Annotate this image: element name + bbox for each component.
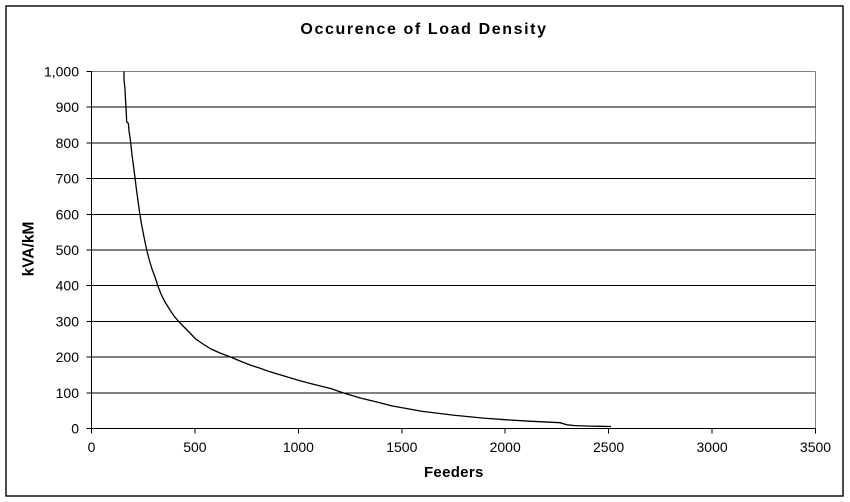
svg-text:1500: 1500 <box>386 439 417 455</box>
svg-text:600: 600 <box>56 206 80 222</box>
svg-text:300: 300 <box>56 313 80 329</box>
svg-text:500: 500 <box>56 242 80 258</box>
svg-text:1,000: 1,000 <box>44 64 79 80</box>
svg-text:3500: 3500 <box>800 439 831 455</box>
svg-text:kVA/kM: kVA/kM <box>21 222 38 277</box>
svg-text:700: 700 <box>56 171 80 187</box>
svg-text:100: 100 <box>56 385 80 401</box>
svg-text:Feeders: Feeders <box>424 464 484 481</box>
svg-text:0: 0 <box>88 439 96 455</box>
svg-text:200: 200 <box>56 349 80 365</box>
svg-text:500: 500 <box>183 439 207 455</box>
svg-text:3000: 3000 <box>697 439 728 455</box>
svg-text:Occurence of Load Density: Occurence of Load Density <box>300 21 547 38</box>
svg-text:2500: 2500 <box>593 439 624 455</box>
svg-text:900: 900 <box>56 99 80 115</box>
svg-text:1000: 1000 <box>283 439 314 455</box>
svg-text:800: 800 <box>56 135 80 151</box>
svg-text:2000: 2000 <box>490 439 521 455</box>
svg-text:0: 0 <box>71 421 79 437</box>
svg-text:400: 400 <box>56 278 80 294</box>
